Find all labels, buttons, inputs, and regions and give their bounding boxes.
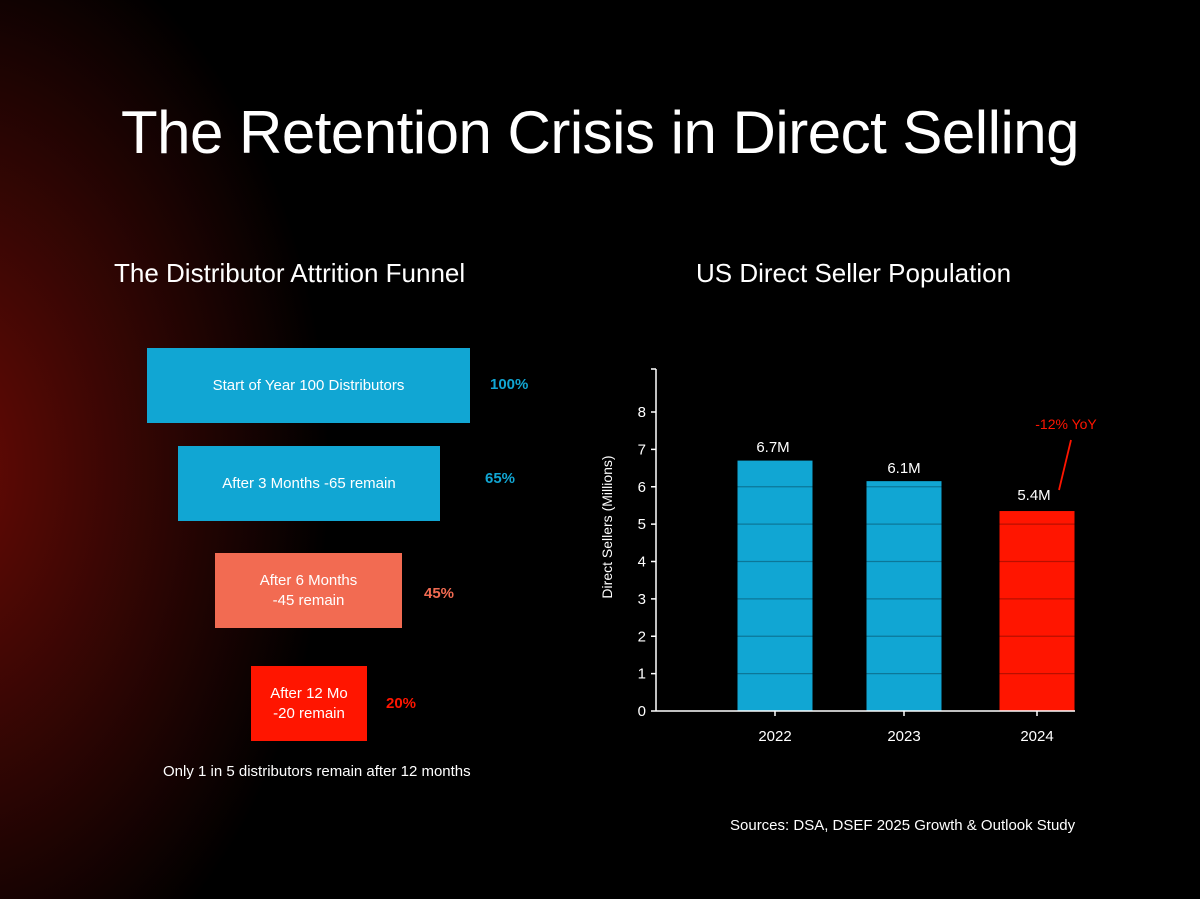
y-tick-label: 1 xyxy=(638,666,646,683)
x-tick-label: 2024 xyxy=(1020,728,1053,745)
annotation-pointer xyxy=(1058,439,1072,491)
bar-2024 xyxy=(999,511,1075,711)
y-tick-label: 2 xyxy=(638,628,646,645)
annotation-label: -12% YoY xyxy=(1035,416,1097,432)
funnel-note: Only 1 in 5 distributors remain after 12… xyxy=(163,763,471,780)
funnel-stage-6-months: After 6 Months -45 remain xyxy=(215,553,402,628)
funnel-stage-3-months: After 3 Months -65 remain xyxy=(178,446,440,521)
funnel-stage-label: Start of Year 100 Distributors xyxy=(212,376,405,394)
bar-2022 xyxy=(737,460,813,711)
y-tick-label: 5 xyxy=(638,516,646,533)
funnel-stage-label: After 3 Months -65 remain xyxy=(222,474,396,492)
funnel-stage-start: Start of Year 100 Distributors xyxy=(147,348,470,423)
data-label: 6.7M xyxy=(756,439,789,456)
funnel-title: The Distributor Attrition Funnel xyxy=(114,258,466,288)
data-label: 6.1M xyxy=(887,460,920,477)
page-title: The Retention Crisis in Direct Selling xyxy=(120,99,1080,166)
bar-chart-title: US Direct Seller Population xyxy=(696,258,1012,288)
funnel-stage-percent: 20% xyxy=(386,695,417,712)
x-tick-label: 2022 xyxy=(758,728,791,745)
data-label: 5.4M xyxy=(1017,487,1050,504)
funnel-stage-label: After 6 Months -45 remain xyxy=(259,571,358,609)
y-tick-label: 8 xyxy=(638,404,646,421)
x-tick-label: 2023 xyxy=(887,728,920,745)
y-tick-label: 3 xyxy=(638,591,646,608)
funnel-stage-percent: 45% xyxy=(424,585,455,602)
funnel-stage-percent: 65% xyxy=(485,470,516,487)
y-tick-label: 4 xyxy=(638,554,646,571)
y-axis-label: Direct Sellers (Millions) xyxy=(599,455,615,598)
source-note: Sources: DSA, DSEF 2025 Growth & Outlook… xyxy=(730,817,1076,834)
funnel-stage-label: After 12 Mo -20 remain xyxy=(270,684,348,722)
bar-2023 xyxy=(866,481,942,711)
y-tick-label: 6 xyxy=(638,479,646,496)
y-tick-label: 7 xyxy=(638,441,646,458)
funnel-stage-12-months: After 12 Mo -20 remain xyxy=(251,666,367,741)
y-tick-label: 0 xyxy=(638,703,646,720)
funnel-stage-percent: 100% xyxy=(490,376,529,393)
